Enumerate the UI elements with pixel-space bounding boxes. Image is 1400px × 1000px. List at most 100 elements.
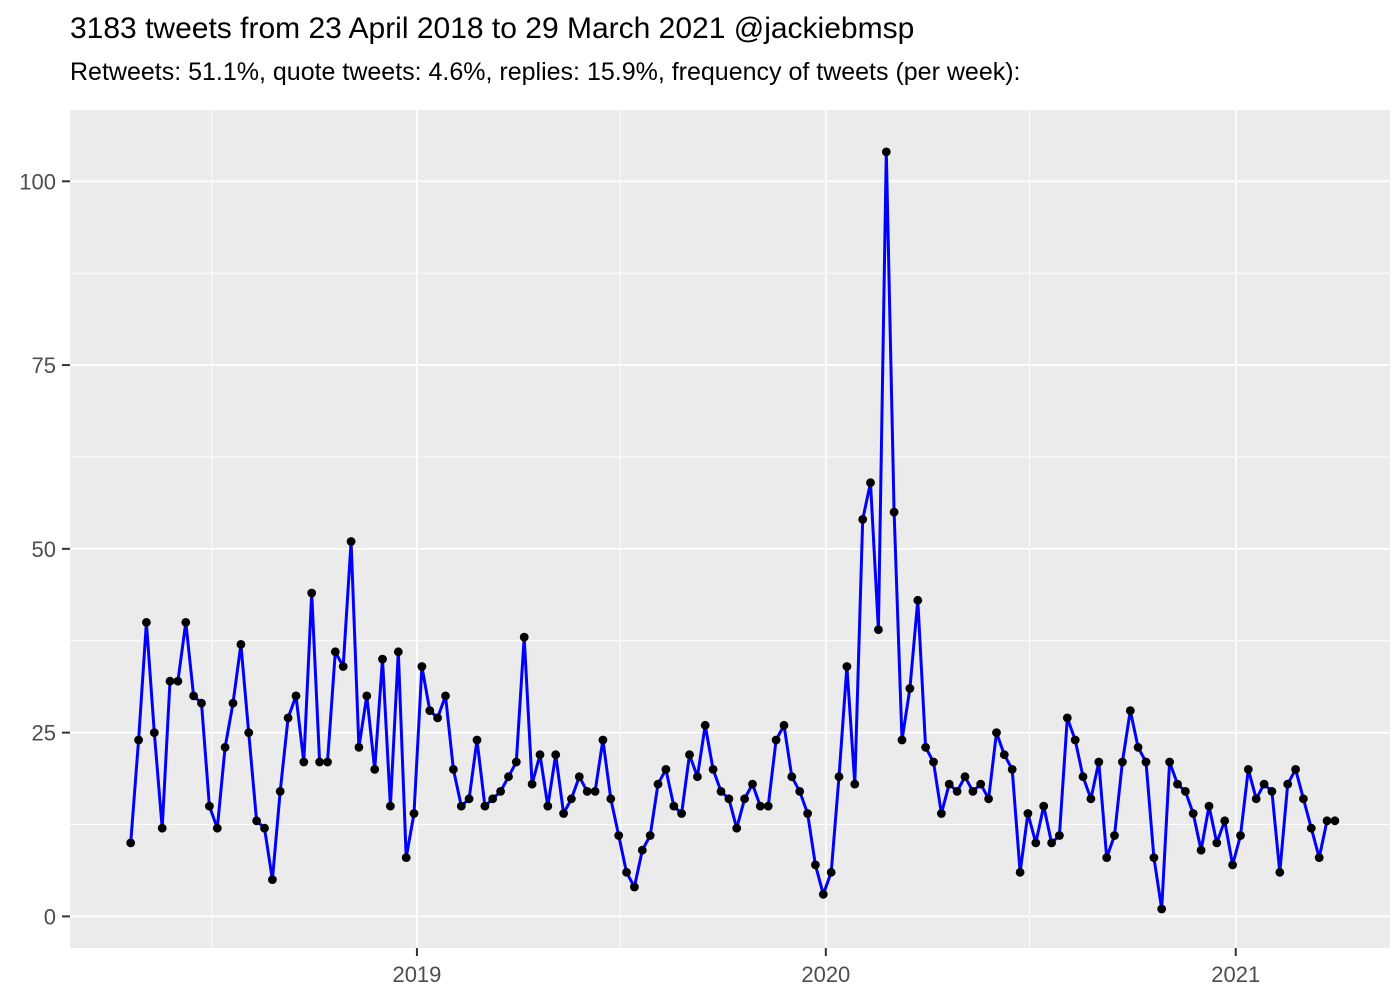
data-point: [527, 779, 537, 789]
data-point: [1243, 765, 1253, 774]
data-point: [1212, 838, 1222, 848]
data-point: [330, 647, 340, 657]
data-point: [1291, 765, 1300, 774]
data-point: [393, 647, 403, 657]
data-point: [1094, 757, 1104, 767]
data-point: [999, 750, 1009, 760]
x-axis-label: 2019: [392, 962, 441, 987]
data-point: [834, 772, 844, 782]
data-point: [606, 794, 616, 804]
data-point: [315, 757, 324, 767]
data-point: [740, 794, 749, 804]
data-point: [929, 757, 938, 767]
data-point: [165, 676, 175, 686]
data-point: [441, 691, 450, 701]
data-point: [779, 720, 789, 730]
data-point: [960, 772, 970, 782]
data-point: [535, 750, 545, 760]
data-point: [637, 845, 647, 855]
data-point: [456, 801, 466, 811]
data-point: [299, 757, 309, 767]
data-point: [811, 860, 820, 870]
data-point: [338, 662, 348, 671]
data-point: [897, 735, 907, 745]
y-axis-label: 0: [44, 904, 56, 929]
data-point: [669, 801, 679, 811]
data-point: [716, 787, 726, 796]
data-point: [1102, 853, 1112, 862]
data-point: [889, 507, 899, 517]
data-point: [693, 772, 702, 782]
data-point: [1251, 794, 1261, 804]
data-point: [1196, 845, 1206, 855]
data-point: [1125, 706, 1135, 715]
x-axis-label: 2020: [801, 962, 850, 987]
data-point: [275, 787, 285, 796]
data-point: [968, 787, 978, 796]
data-point: [1267, 787, 1277, 796]
plot-panel: [70, 110, 1390, 948]
data-point: [1007, 765, 1017, 774]
data-point: [212, 823, 222, 833]
data-point: [236, 640, 246, 649]
data-point: [755, 801, 765, 811]
data-point: [937, 809, 946, 818]
data-point: [590, 787, 600, 796]
data-point: [1086, 794, 1096, 804]
data-point: [1157, 904, 1167, 914]
data-point: [220, 742, 230, 752]
data-point: [134, 735, 144, 745]
data-point: [228, 698, 238, 708]
data-point: [519, 632, 529, 642]
data-point: [1283, 779, 1293, 789]
data-point: [197, 698, 206, 708]
data-point: [496, 787, 505, 796]
chart-subtitle: Retweets: 51.1%, quote tweets: 4.6%, rep…: [70, 58, 1021, 86]
data-point: [803, 809, 812, 818]
data-point: [1259, 779, 1269, 789]
data-point: [826, 867, 836, 877]
data-point: [1078, 772, 1088, 782]
data-point: [1118, 757, 1127, 767]
data-point: [787, 772, 797, 782]
data-point: [1173, 779, 1182, 789]
data-point: [921, 742, 930, 752]
data-point: [370, 765, 380, 774]
data-point: [417, 662, 427, 671]
data-point: [1236, 831, 1245, 840]
data-point: [1299, 794, 1308, 804]
data-point: [818, 889, 828, 899]
data-point: [1039, 801, 1049, 811]
data-point: [598, 735, 608, 745]
data-point: [748, 779, 757, 789]
data-point: [850, 779, 860, 789]
data-point: [433, 713, 442, 723]
x-axis-label: 2021: [1211, 962, 1260, 987]
data-point: [449, 765, 458, 774]
data-point: [425, 706, 435, 715]
data-point: [511, 757, 521, 767]
data-point: [401, 853, 411, 862]
data-point: [1306, 823, 1316, 833]
data-point: [858, 515, 868, 524]
data-point: [1110, 831, 1119, 840]
data-point: [1047, 838, 1056, 848]
data-point: [504, 772, 513, 782]
data-point: [1015, 867, 1025, 877]
y-axis-label: 100: [19, 169, 56, 194]
data-point: [992, 728, 1001, 737]
data-point: [559, 809, 568, 818]
data-point: [630, 882, 639, 892]
data-point: [346, 537, 356, 546]
data-point: [252, 816, 261, 826]
data-point: [378, 654, 387, 664]
data-point: [567, 794, 576, 804]
data-point: [1204, 801, 1214, 811]
data-point: [205, 801, 214, 811]
data-point: [323, 757, 332, 767]
data-point: [1031, 838, 1041, 848]
data-point: [126, 838, 136, 848]
data-point: [1181, 787, 1190, 796]
data-point: [157, 823, 167, 833]
